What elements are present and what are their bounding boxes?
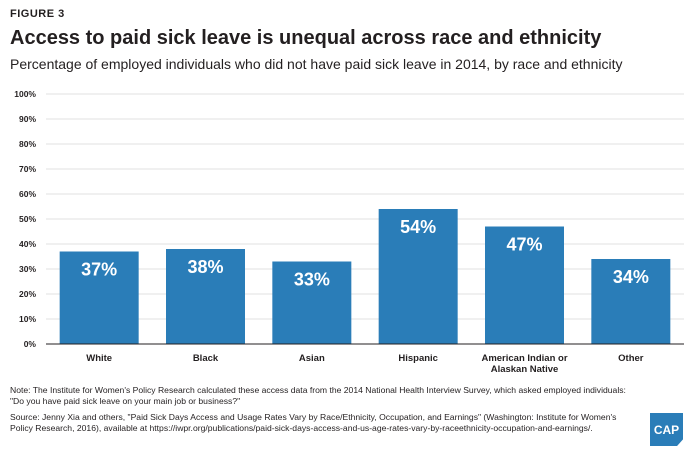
y-tick-label: 70% <box>19 164 36 174</box>
chart-title: Access to paid sick leave is unequal acr… <box>10 27 602 49</box>
bar-value-label: 38% <box>187 257 223 277</box>
x-category-label: White <box>86 353 112 364</box>
bar-value-label: 33% <box>294 270 330 290</box>
x-category-label: Asian <box>299 353 325 364</box>
bar-value-label: 54% <box>400 217 436 237</box>
y-tick-label: 40% <box>19 239 36 249</box>
bar <box>485 226 564 344</box>
x-category-label: American Indian or Alaskan Native <box>481 353 567 375</box>
y-tick-label: 60% <box>19 189 36 199</box>
y-tick-label: 80% <box>19 139 36 149</box>
y-tick-label: 90% <box>19 114 36 124</box>
y-tick-label: 30% <box>19 264 36 274</box>
y-tick-label: 50% <box>19 214 36 224</box>
bar-value-label: 37% <box>81 260 117 280</box>
chart-note: Note: The Institute for Women's Policy R… <box>10 385 626 406</box>
bar <box>59 251 139 344</box>
figure-label: FIGURE 3 <box>10 8 65 20</box>
cap-logo: CAP <box>650 413 683 446</box>
bar <box>591 259 671 344</box>
bar <box>378 209 458 344</box>
chart-subtitle: Percentage of employed individuals who d… <box>10 56 623 72</box>
y-tick-label: 10% <box>19 314 36 324</box>
bar-value-label: 47% <box>506 235 542 255</box>
bar <box>166 249 245 344</box>
bar-value-label: 34% <box>613 267 649 287</box>
x-category-label: Hispanic <box>398 353 438 364</box>
bar-chart: 0% 10% 20% 30% 40% 50% 60% 70% 80% 90% 100% 37% Whit… <box>14 89 684 375</box>
chart-source: Source: Jenny Xia and others, "Paid Sick… <box>10 412 617 433</box>
y-tick-label: 100% <box>14 89 36 99</box>
x-category-label: Black <box>193 353 219 364</box>
bar <box>272 261 352 344</box>
y-tick-label: 0% <box>24 339 37 349</box>
y-tick-label: 20% <box>19 289 36 299</box>
x-category-label: Other <box>618 353 644 364</box>
